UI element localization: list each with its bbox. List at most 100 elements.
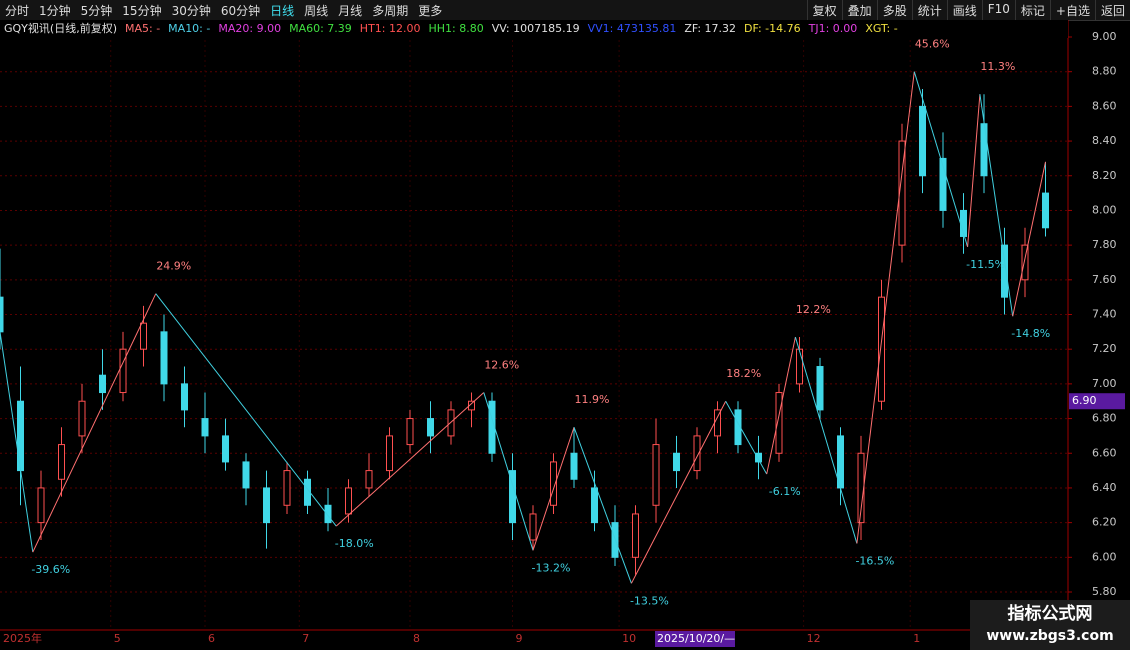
zigzag-segment [32, 293, 157, 553]
toolbar-button[interactable]: 60分钟 [220, 4, 261, 18]
toolbar-button[interactable]: 分时 [5, 4, 30, 18]
toolbar-button[interactable]: 15分钟 [122, 4, 162, 18]
y-tick-label: 6.00 [1092, 550, 1117, 563]
zigzag-label: 18.2% [726, 367, 761, 380]
toolbar-button[interactable]: 复权 [806, 0, 842, 20]
y-tick-label: 6.60 [1092, 446, 1117, 459]
price-tag [1069, 393, 1125, 410]
candle-body [263, 487, 270, 524]
cursor-date: 2025/10/20/— [657, 632, 735, 645]
zigzag-label: 45.6% [915, 38, 950, 51]
toolbar-button[interactable]: 叠加 [841, 0, 877, 20]
zigzag-segment [155, 293, 337, 527]
candle-body [99, 374, 106, 394]
indicator: HT1: 12.00 [360, 22, 421, 35]
candle-body [939, 157, 947, 211]
candle-body [58, 444, 65, 480]
toolbar-button[interactable]: 多股 [876, 0, 912, 20]
y-tick-label: 8.00 [1092, 203, 1117, 216]
toolbar-button[interactable]: 多周期 [372, 4, 409, 18]
candle-body [201, 418, 209, 437]
toolbar-button[interactable]: +自选 [1049, 0, 1095, 20]
y-tick-label: 6.40 [1092, 481, 1117, 494]
candle-body [775, 392, 783, 454]
x-tick-label: 8 [413, 632, 420, 645]
candle-body [365, 470, 373, 489]
candle-body [78, 400, 86, 437]
zigzag-label: 11.9% [575, 393, 610, 406]
x-tick-label: 6 [208, 632, 215, 645]
zigzag-segment [979, 94, 1014, 317]
y-tick-label: 8.80 [1092, 65, 1117, 78]
zigzag-segment [573, 427, 632, 584]
candle-body [468, 400, 475, 411]
y-tick-label: 8.40 [1092, 134, 1117, 147]
zigzag-segment [630, 400, 727, 584]
toolbar-button[interactable]: 30分钟 [171, 4, 211, 18]
toolbar-button[interactable]: F10 [981, 0, 1015, 20]
toolbar-button[interactable]: 月线 [338, 4, 363, 18]
candle-body [17, 400, 24, 472]
indicator: XGT: - [865, 22, 897, 35]
zigzag-label: 12.2% [796, 303, 831, 316]
toolbar-button[interactable]: 5分钟 [80, 4, 113, 18]
candle-body [878, 296, 885, 402]
candle-body [406, 418, 414, 446]
candle-body [324, 504, 332, 524]
candles [0, 71, 1049, 584]
cursor-price: 6.90 [1072, 394, 1097, 407]
toolbar-button[interactable]: 1分钟 [39, 4, 71, 18]
toolbar-button[interactable]: 统计 [911, 0, 947, 20]
indicator: MA20: 9.00 [218, 22, 281, 35]
candle-body [160, 331, 168, 385]
candle-body [386, 435, 393, 472]
date-tag [655, 631, 735, 647]
toolbar: 分时 1分钟 5分钟 15分钟 30分钟 60分钟 日线 周线 月线 多周期 更多 复权 叠加 多股 统计画… [0, 0, 1130, 21]
toolbar-button[interactable]: 画线 [946, 0, 982, 20]
zigzag-segment [856, 71, 915, 544]
indicator: HH1: 8.80 [428, 22, 483, 35]
candle-body [693, 435, 701, 472]
x-tick-label: 1 [913, 632, 920, 645]
toolbar-button[interactable]: 更多 [418, 4, 443, 18]
candle-body [119, 348, 127, 394]
indicator: VV1: 473135.81 [588, 22, 677, 35]
zigzag-label: -11.5% [966, 258, 1005, 271]
y-tick-label: 6.20 [1092, 516, 1117, 529]
indicator-line: GQY视讯(日线,前复权) MA5: - MA10: - MA20: 9.00 MA60… [4, 21, 898, 35]
y-tick-label: 8.20 [1092, 169, 1117, 182]
zigzag-segment [532, 427, 575, 551]
zigzag-label: 11.3% [980, 60, 1015, 73]
zigzag-segment [725, 400, 768, 475]
candle-body [796, 348, 803, 385]
zigzag-segment [335, 392, 485, 527]
zigzag-label: 24.9% [156, 260, 191, 273]
x-tick-label: 2025年 [3, 631, 42, 645]
candle-body [140, 322, 147, 350]
toolbar-button[interactable]: 周线 [304, 4, 329, 18]
toolbar-button[interactable]: 返回 [1094, 0, 1130, 20]
candle-body [427, 418, 434, 437]
indicator: MA5: - [125, 22, 160, 35]
candle-body [1001, 244, 1008, 298]
zigzag-segment [483, 392, 534, 551]
zigzag-segment [967, 94, 981, 247]
zigzag-segment [1012, 161, 1046, 317]
candle-body [980, 123, 988, 177]
y-tick-label: 7.00 [1092, 377, 1117, 390]
zigzag-label: -18.0% [335, 537, 374, 550]
toolbar-button[interactable]: 标记 [1014, 0, 1050, 20]
x-tick-label: 12 [807, 632, 821, 645]
indicator: ZF: 17.32 [684, 22, 736, 35]
candle-body [673, 452, 680, 472]
toolbar-button[interactable]: 日线 [270, 4, 295, 18]
candle-body [919, 105, 926, 177]
candle-body [1042, 192, 1049, 229]
zigzag-label: 12.6% [484, 359, 519, 372]
x-tick-label: 7 [302, 632, 309, 645]
zigzag-label: -14.8% [1011, 327, 1050, 340]
candle-body [755, 452, 762, 463]
y-tick-label: 7.80 [1092, 238, 1117, 251]
candle-body [570, 452, 578, 480]
